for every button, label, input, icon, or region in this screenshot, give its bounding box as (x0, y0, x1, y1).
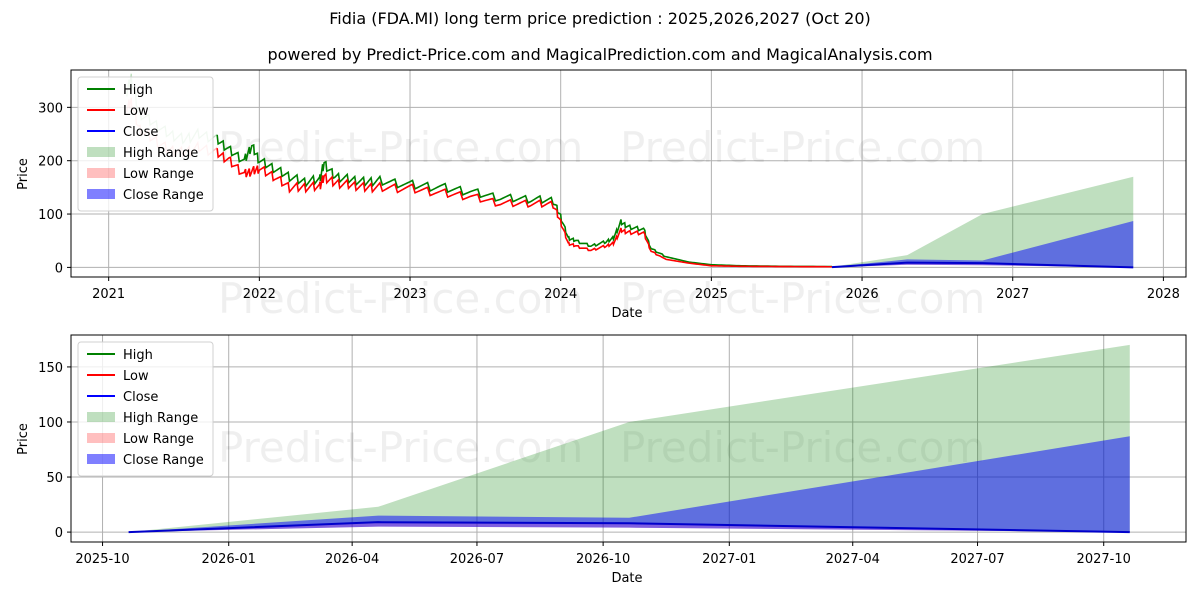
bottom-grid (71, 335, 1186, 542)
x-tick-label: 2021 (92, 287, 125, 302)
legend-label: High (123, 348, 153, 363)
y-tick-label: 0 (55, 261, 63, 276)
x-tick-label: 2027-10 (1077, 552, 1131, 567)
y-tick-label: 100 (38, 416, 63, 431)
bottom-plot-frame (70, 334, 1187, 543)
y-tick-label: 150 (38, 361, 63, 376)
x-tick-label: 2027-01 (702, 552, 756, 567)
x-tick-label: 2026 (846, 287, 879, 302)
y-tick-label: 200 (38, 155, 63, 170)
legend-label: Close (123, 125, 158, 140)
x-tick-label: 2026-07 (450, 552, 504, 567)
legend-patch-swatch (87, 454, 115, 464)
legend-label: High Range (123, 411, 198, 426)
top-y-axis-label: Price (16, 158, 31, 190)
x-tick-label: 2022 (243, 287, 276, 302)
watermark: Predict-Price.com (620, 123, 985, 172)
bottom-legend: High Low Close High Range Low Range Close Ran… (77, 341, 214, 477)
top-axis-ticks: 2021 2022 2023 2024 2025 2026 2027 2028 0 100 200 3… (38, 101, 1180, 302)
top-plot-area (71, 70, 1186, 277)
legend-label: High Range (123, 146, 198, 161)
chart-title: Fidia (FDA.MI) long term price predictio… (329, 9, 871, 28)
legend-label: Low Range (123, 432, 194, 447)
legend-label: Close Range (123, 453, 204, 468)
x-tick-label: 2026-04 (325, 552, 379, 567)
watermark: Predict-Price.com (218, 423, 583, 472)
watermark: Predict-Price.com (620, 423, 985, 472)
y-tick-label: 50 (46, 471, 63, 486)
watermark: Predict-Price.com (218, 123, 583, 172)
close-range-area (831, 220, 1134, 268)
x-tick-label: 2026-10 (576, 552, 630, 567)
y-tick-label: 100 (38, 208, 63, 223)
x-tick-label: 2025 (695, 287, 728, 302)
x-tick-label: 2028 (1147, 287, 1180, 302)
legend-patch-swatch (87, 189, 115, 199)
top-plot-frame (70, 69, 1187, 278)
legend-patch-swatch (87, 433, 115, 443)
prediction-detail-plot: Predict-Price.com Predict-Price.com 2025… (16, 334, 1187, 586)
x-tick-label: 2027 (996, 287, 1029, 302)
legend-label: Low (123, 104, 149, 119)
legend-patch-swatch (87, 168, 115, 178)
legend-label: High (123, 83, 153, 98)
y-tick-label: 0 (55, 526, 63, 541)
x-tick-label: 2023 (393, 287, 426, 302)
legend-label: Close Range (123, 188, 204, 203)
x-tick-label: 2027-07 (950, 552, 1004, 567)
close-range-area (128, 436, 1130, 533)
x-tick-label: 2025-10 (75, 552, 129, 567)
x-tick-label: 2026-01 (202, 552, 256, 567)
watermark: Predict-Price.com (218, 274, 583, 323)
bottom-prediction-ranges (128, 344, 1130, 533)
bottom-close-line (128, 521, 1130, 534)
x-tick-label: 2027-04 (826, 552, 880, 567)
top-legend: High Low Close High Range Low Range Close Ran… (77, 76, 214, 212)
legend-label: Low Range (123, 167, 194, 182)
top-grid (71, 70, 1186, 277)
watermark: Predict-Price.com (620, 274, 985, 323)
legend-label: Close (123, 390, 158, 405)
long-term-price-plot: Predict-Price.com Predict-Price.com 2021… (16, 69, 1187, 323)
bottom-x-axis-label: Date (611, 571, 642, 586)
bottom-y-axis-label: Price (16, 423, 31, 455)
chart-subtitle: powered by Predict-Price.com and Magical… (267, 45, 933, 64)
close-prediction-line (128, 521, 1130, 534)
y-tick-label: 300 (38, 101, 63, 116)
legend-patch-swatch (87, 147, 115, 157)
top-x-axis-label: Date (611, 306, 642, 321)
close-prediction-line (831, 261, 1134, 269)
x-tick-label: 2024 (544, 287, 577, 302)
legend-patch-swatch (87, 412, 115, 422)
legend-label: Low (123, 369, 149, 384)
bottom-axis-ticks: 2025-10 2026-01 2026-04 2026-07 2026-10 2027-… (38, 361, 1131, 567)
low-history-line (216, 148, 832, 268)
high-history-line (216, 134, 832, 268)
